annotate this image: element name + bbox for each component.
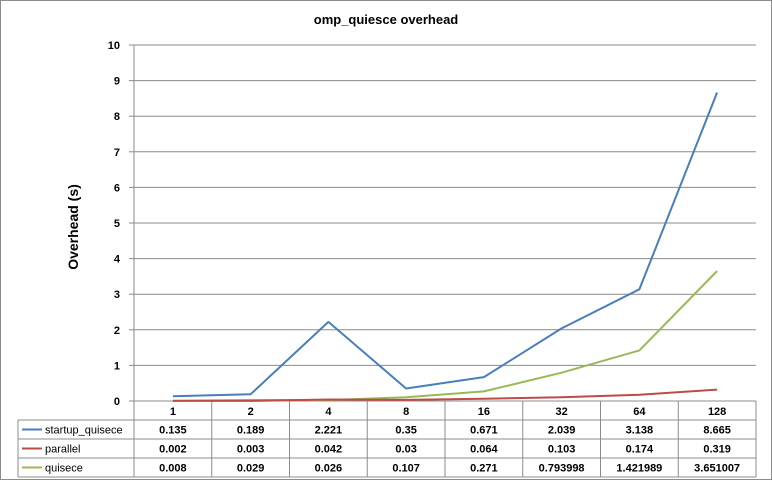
y-tick-label: 0 (114, 396, 120, 408)
table-cell: 2.221 (315, 425, 343, 437)
y-tick-label: 1 (114, 360, 120, 372)
table-cell: 0.107 (392, 463, 420, 475)
table-cell: 0.003 (237, 444, 265, 456)
series-name: parallel (45, 444, 80, 456)
table-cell: 0.793998 (539, 463, 585, 475)
y-tick-label: 6 (114, 182, 120, 194)
table-cell: 3.651007 (694, 463, 740, 475)
y-tick-label: 3 (114, 289, 120, 301)
x-tick-label: 2 (248, 406, 254, 418)
series-name: startup_quisece (45, 425, 123, 437)
y-tick-label: 4 (114, 254, 121, 266)
table-cell: 0.008 (159, 463, 187, 475)
table-cell: 0.064 (470, 444, 498, 456)
x-tick-label: 32 (556, 406, 568, 418)
series-name: quisece (45, 463, 83, 475)
table-cell: 0.271 (470, 463, 498, 475)
gridlines (134, 44, 756, 402)
axes: 0 1 2 3 4 5 6 7 8 9 10 (108, 40, 135, 408)
table-cell: 0.026 (315, 463, 343, 475)
x-tick-label: 16 (478, 406, 490, 418)
table-cell: 0.002 (159, 444, 187, 456)
table-cell: 1.421989 (616, 463, 662, 475)
table-cell: 0.042 (315, 444, 343, 456)
series-lines (172, 92, 719, 402)
y-tick-label: 9 (114, 76, 120, 88)
chart-title: omp_quiesce overhead (313, 12, 459, 27)
y-tick-label: 2 (114, 325, 120, 337)
table-cell: 0.319 (703, 444, 731, 456)
table-cell: 8.665 (703, 425, 731, 437)
table-cell: 0.029 (237, 463, 265, 475)
y-tick-label: 10 (108, 40, 120, 52)
series-line (172, 388, 718, 402)
x-tick-label: 64 (633, 406, 646, 418)
x-tick-label: 8 (403, 406, 409, 418)
table-cell: 0.135 (159, 425, 187, 437)
table-cell: 2.039 (548, 425, 576, 437)
x-tick-label: 4 (325, 406, 332, 418)
table-cell: 0.35 (395, 425, 416, 437)
table-cell: 0.103 (548, 444, 576, 456)
y-tick-label: 8 (114, 111, 120, 123)
table-cell: 0.671 (470, 425, 498, 437)
table-cell: 0.174 (626, 444, 654, 456)
y-tick-label: 5 (114, 218, 120, 230)
x-tick-label: 1 (170, 406, 176, 418)
table-cell: 0.189 (237, 425, 265, 437)
x-tick-label: 128 (708, 406, 726, 418)
series-line (172, 92, 719, 398)
table-cell: 3.138 (626, 425, 654, 437)
y-tick-label: 7 (114, 147, 120, 159)
data-table: 1 2 4 8 16 32 64 128 startup_quisece 0.135 0.189 2.… (17, 400, 757, 478)
table-cell: 0.03 (395, 444, 416, 456)
